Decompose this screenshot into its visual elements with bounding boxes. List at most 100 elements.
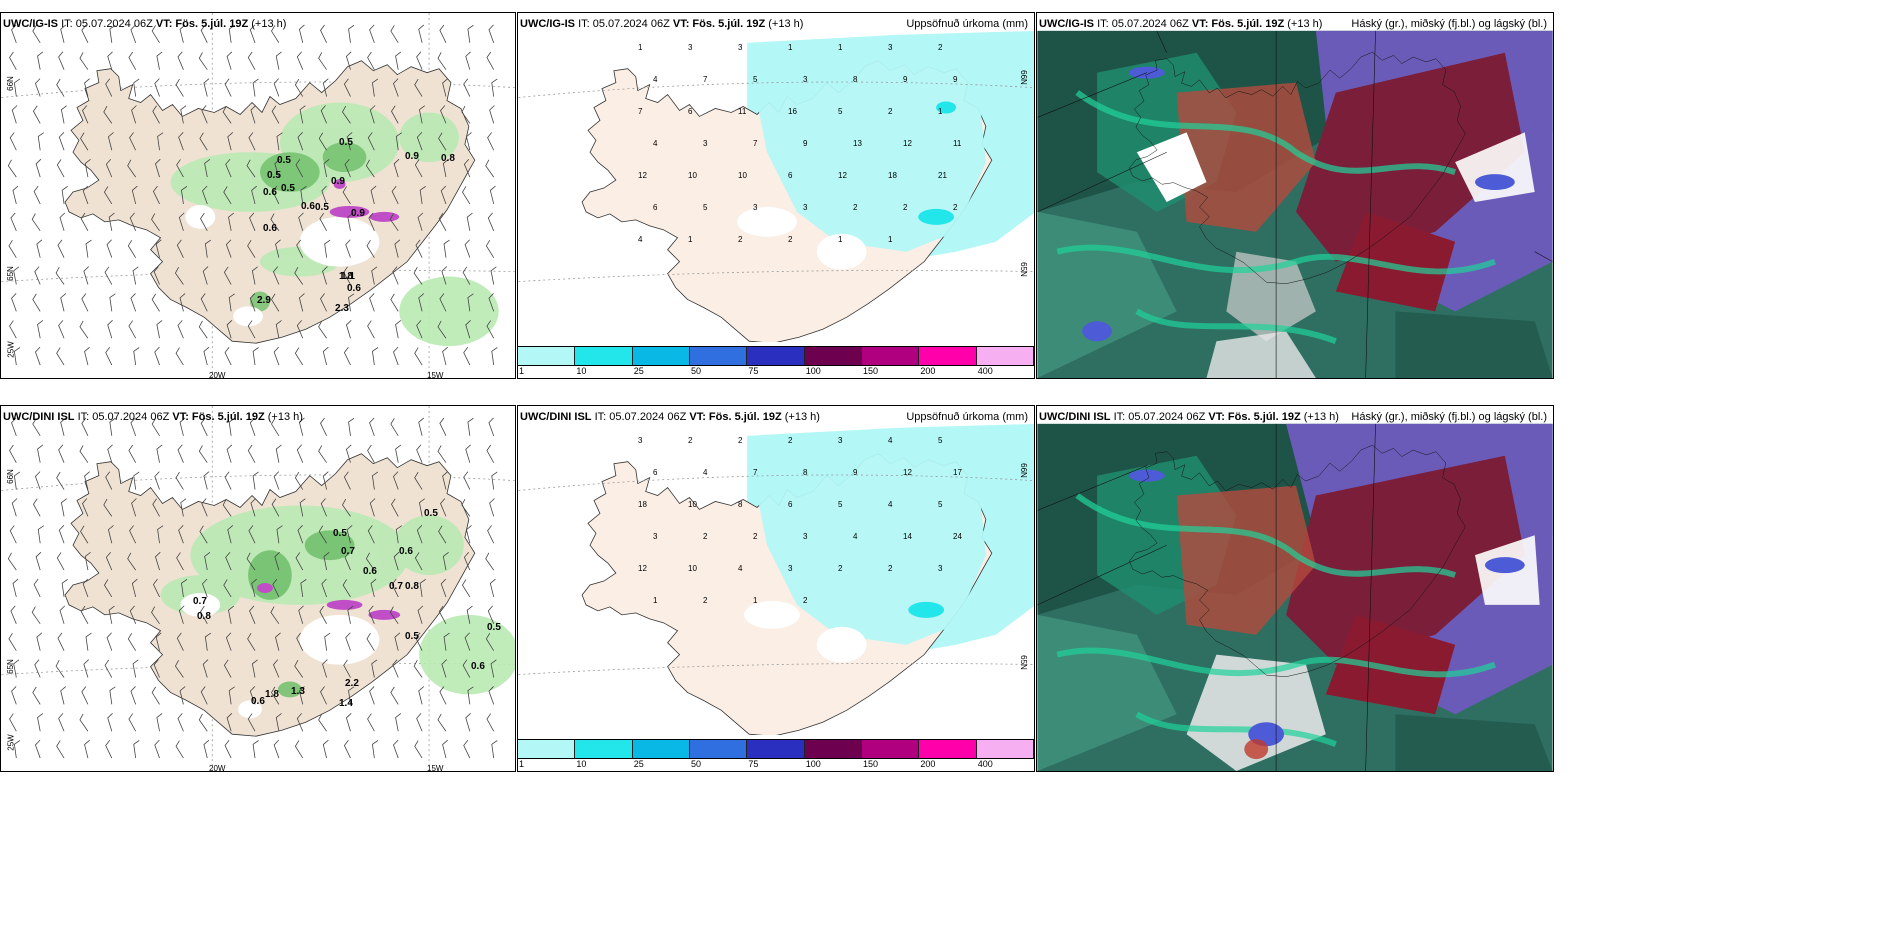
wind-barb bbox=[151, 213, 160, 232]
map-value-label: 0.5 bbox=[424, 508, 438, 519]
wind-barb bbox=[345, 632, 351, 651]
wind-barb bbox=[154, 471, 160, 490]
wind-barb bbox=[392, 266, 399, 285]
map-value-label: 1 bbox=[638, 43, 643, 52]
wind-barb bbox=[36, 632, 43, 651]
map-value-label: 0.8 bbox=[441, 153, 455, 164]
map-value-label: 2 bbox=[738, 436, 743, 445]
wind-barb bbox=[34, 346, 41, 366]
wind-barb bbox=[343, 266, 351, 285]
wind-barb bbox=[7, 552, 17, 571]
map-value-label: 2 bbox=[788, 436, 793, 445]
wind-barb bbox=[440, 105, 447, 124]
wind-barb bbox=[34, 471, 41, 490]
wind-barb bbox=[294, 267, 304, 285]
map-value-label: 6 bbox=[788, 171, 793, 180]
colorbar-swatch bbox=[747, 347, 805, 365]
map-value-label: 7 bbox=[753, 139, 758, 148]
wind-barb bbox=[439, 293, 447, 312]
wind-barb bbox=[222, 498, 232, 517]
wind-barb bbox=[155, 239, 162, 258]
wind-barb bbox=[367, 132, 375, 151]
wind-barb bbox=[133, 740, 140, 759]
lat-label-66n: 66N bbox=[1019, 70, 1029, 85]
wind-barb bbox=[462, 266, 471, 285]
wind-barb bbox=[389, 606, 399, 625]
colorbar-swatch bbox=[919, 740, 977, 758]
map-value-label: 7 bbox=[703, 75, 708, 84]
wind-barb bbox=[37, 713, 44, 732]
wind-barb bbox=[395, 132, 403, 151]
panel-header: UWC/DINI ISL IT: 05.07.2024 06Z VT: Fös.… bbox=[1039, 411, 1339, 423]
wind-barb bbox=[250, 498, 257, 517]
map-value-label: 5 bbox=[838, 107, 843, 116]
wind-barb bbox=[346, 525, 353, 544]
wind-barb bbox=[249, 293, 256, 312]
wind-barb bbox=[104, 266, 113, 285]
wind-barb bbox=[34, 78, 41, 97]
wind-barb bbox=[463, 551, 471, 571]
wind-barb bbox=[80, 605, 89, 624]
wind-barb bbox=[438, 605, 447, 624]
wind-barb bbox=[320, 498, 327, 517]
wind-barb bbox=[32, 25, 41, 44]
wind-barb bbox=[489, 498, 495, 517]
wind-barb bbox=[491, 740, 498, 759]
wind-barb bbox=[56, 78, 65, 97]
wind-barb bbox=[321, 185, 327, 205]
wind-barb bbox=[414, 471, 423, 490]
map-value-label: 0.6 bbox=[471, 661, 485, 672]
wind-barb bbox=[296, 320, 304, 339]
wind-barb bbox=[390, 418, 399, 437]
map-value-label: 1.3 bbox=[291, 686, 305, 697]
wind-barb bbox=[132, 266, 139, 285]
map-value-label: 8 bbox=[853, 75, 858, 84]
wind-barb bbox=[202, 185, 208, 205]
wind-barb bbox=[347, 212, 354, 231]
colorbar-tick-label: 1 bbox=[519, 759, 525, 769]
wind-barb bbox=[463, 78, 471, 97]
wind-barb bbox=[198, 52, 208, 70]
wind-barb bbox=[55, 267, 65, 285]
wind-barb bbox=[37, 525, 44, 544]
wind-barb bbox=[369, 24, 375, 43]
wind-barb bbox=[419, 186, 426, 205]
wind-barb bbox=[181, 579, 188, 598]
wind-barb bbox=[130, 24, 137, 43]
wind-barb bbox=[226, 444, 233, 463]
wind-barb bbox=[348, 417, 355, 436]
wind-barb bbox=[271, 105, 280, 124]
colorbar-tick-label: 400 bbox=[977, 366, 993, 376]
wind-barb bbox=[251, 578, 257, 598]
wind-barb bbox=[322, 739, 329, 759]
wind-barb bbox=[133, 78, 140, 97]
wind-barb bbox=[156, 320, 163, 339]
wind-barb bbox=[439, 686, 447, 705]
wind-barb bbox=[58, 51, 65, 70]
wind-barb bbox=[59, 212, 66, 231]
map-value-label: 7 bbox=[753, 468, 758, 477]
wind-barb bbox=[322, 266, 328, 285]
wind-barb bbox=[415, 632, 423, 651]
wind-barb bbox=[200, 212, 208, 231]
map-value-label: 11 bbox=[738, 107, 747, 116]
wind-barb bbox=[60, 24, 67, 43]
wind-barb bbox=[464, 632, 471, 651]
wind-barb bbox=[198, 320, 208, 339]
wind-barb bbox=[60, 686, 67, 705]
lon-label-20w: 20W bbox=[209, 764, 226, 772]
wind-barb bbox=[105, 551, 113, 571]
lon-label-15w: 15W bbox=[427, 764, 444, 772]
wind-barb bbox=[81, 686, 89, 705]
wind-barb bbox=[320, 417, 327, 437]
wind-barb bbox=[176, 632, 184, 651]
map-value-label: 5 bbox=[838, 500, 843, 509]
wind-barb bbox=[390, 25, 399, 44]
wind-barb bbox=[465, 51, 471, 70]
map-value-label: 4 bbox=[888, 500, 893, 509]
wind-barb bbox=[132, 659, 139, 678]
colorbar-swatch bbox=[861, 740, 920, 758]
wind-barb bbox=[106, 632, 113, 651]
wind-barb bbox=[107, 132, 114, 151]
wind-barb bbox=[345, 239, 351, 258]
